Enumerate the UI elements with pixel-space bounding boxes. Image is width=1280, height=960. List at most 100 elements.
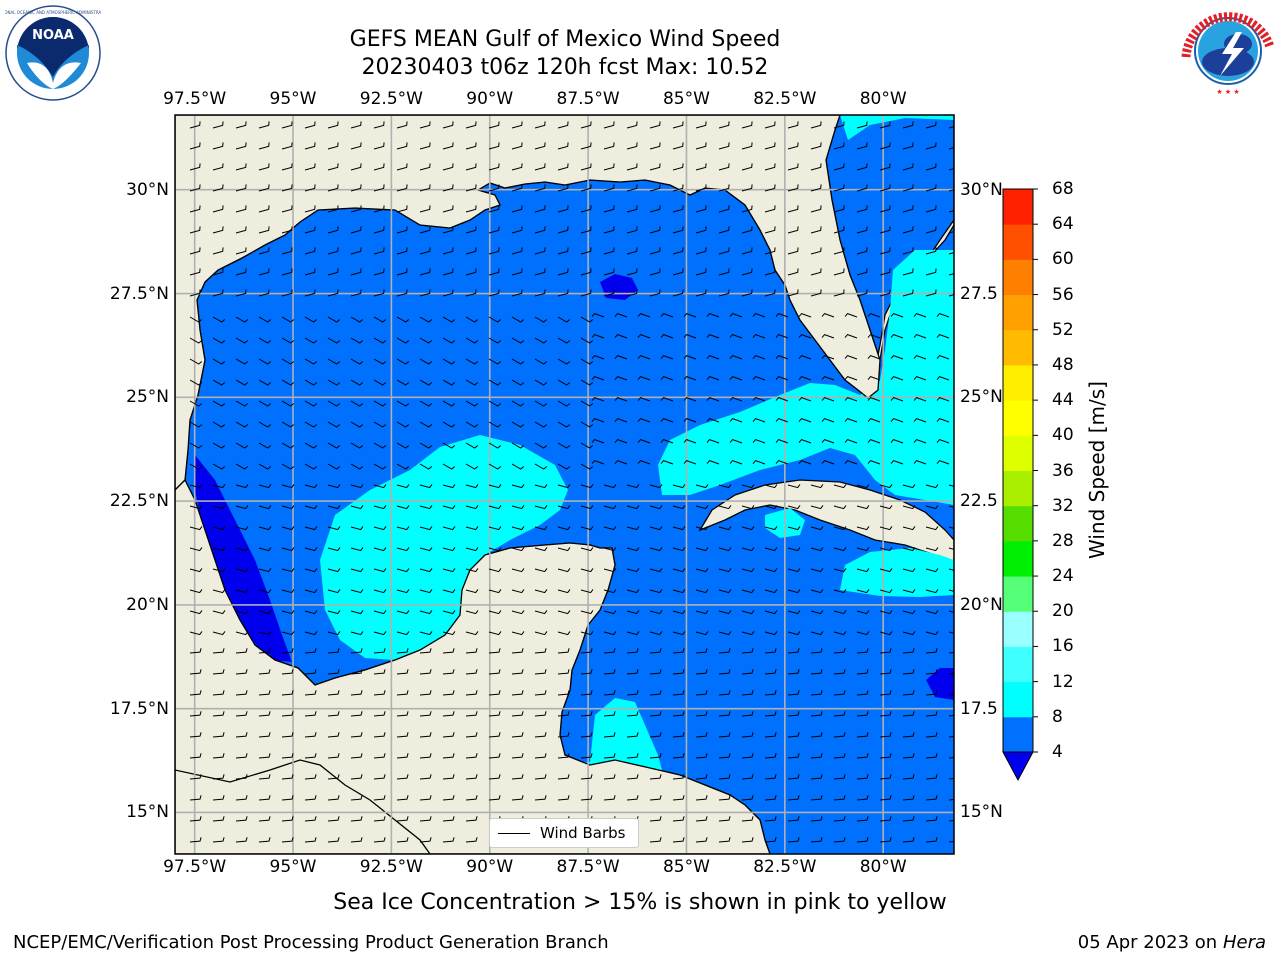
wind-barb xyxy=(787,711,800,717)
wind-barb xyxy=(948,231,954,234)
wind-barb xyxy=(626,526,640,531)
wind-barb xyxy=(419,316,433,323)
wind-barb xyxy=(258,400,272,407)
wind-barb xyxy=(350,316,364,323)
wind-barb xyxy=(511,268,523,276)
wind-barb xyxy=(350,669,363,675)
wind-barb xyxy=(327,732,340,738)
wind-barb xyxy=(879,589,893,594)
wind-barb xyxy=(419,669,432,675)
wind-barb xyxy=(810,526,824,531)
wind-barb xyxy=(879,753,892,759)
wind-barb xyxy=(718,631,732,636)
wind-barb xyxy=(419,184,431,192)
wind-barb xyxy=(350,484,364,489)
wind-barb xyxy=(833,505,847,510)
wind-barb xyxy=(281,505,295,510)
wind-barb xyxy=(465,316,479,323)
wind-barb xyxy=(764,121,776,129)
wind-barb xyxy=(327,421,341,428)
wind-barb xyxy=(258,631,272,636)
wind-barb xyxy=(465,631,479,636)
wind-barb xyxy=(488,568,502,573)
wind-barb xyxy=(304,589,318,594)
colorbar xyxy=(1002,188,1038,782)
wind-barb xyxy=(902,268,914,276)
colorbar-tick-label: 48 xyxy=(1052,354,1074,375)
wind-barb xyxy=(706,355,720,360)
lat-tick-right: 17.5 xyxy=(960,698,998,719)
wind-barb xyxy=(833,753,846,759)
wind-barb xyxy=(442,463,456,470)
wind-barb xyxy=(511,648,524,654)
lat-tick-right: 25°N xyxy=(960,387,1003,408)
wind-barb xyxy=(833,484,847,489)
wind-barb xyxy=(580,289,592,297)
wind-barb xyxy=(258,505,272,510)
wind-barb xyxy=(442,316,456,323)
wind-barb xyxy=(350,568,364,573)
wind-barb xyxy=(350,837,363,843)
wind-barb xyxy=(603,526,617,531)
wind-barb xyxy=(821,334,835,339)
wind-barb xyxy=(488,610,502,615)
wind-barb xyxy=(488,421,502,428)
wind-barb xyxy=(373,589,387,594)
wind-barb xyxy=(879,505,893,510)
wind-barb xyxy=(534,463,548,470)
wind-barb xyxy=(936,397,950,402)
wind-barb xyxy=(580,484,594,489)
wind-barb xyxy=(683,397,697,402)
wind-barb xyxy=(580,690,593,696)
wind-barb xyxy=(672,163,684,171)
wind-barb xyxy=(879,774,892,780)
wind-barb xyxy=(212,753,225,759)
wind-barb xyxy=(534,711,547,717)
wind-barb xyxy=(396,711,409,717)
lon-tick-bottom: 90°W xyxy=(466,857,514,877)
wind-barb xyxy=(534,268,546,276)
wind-barb xyxy=(798,334,812,339)
wind-barb xyxy=(465,753,478,759)
wind-barb xyxy=(856,568,870,573)
wind-barb xyxy=(534,669,547,675)
wind-barb xyxy=(534,589,548,594)
wind-barb xyxy=(637,355,651,360)
wind-barb xyxy=(833,795,846,801)
wind-barb xyxy=(419,690,432,696)
wind-barb xyxy=(626,795,639,801)
wind-barb xyxy=(787,732,800,738)
wind-barb xyxy=(902,732,915,738)
wind-barb xyxy=(534,163,546,171)
wind-barb xyxy=(626,184,638,192)
wind-barb xyxy=(948,147,954,150)
wind-barb xyxy=(741,711,754,717)
wind-barb xyxy=(741,289,753,297)
lon-tick-bottom: 85°W xyxy=(662,857,710,877)
wind-barb xyxy=(189,505,203,510)
wind-barb xyxy=(258,732,271,738)
wind-barb xyxy=(603,226,615,234)
wind-barb xyxy=(580,631,594,636)
wind-barb xyxy=(741,610,755,615)
wind-barb xyxy=(603,589,617,594)
wind-barb xyxy=(534,631,548,636)
wind-barb xyxy=(764,690,777,696)
wind-barb xyxy=(534,526,548,531)
wind-barb xyxy=(810,505,824,510)
wind-barb xyxy=(488,289,500,297)
wind-barb xyxy=(649,163,661,171)
wind-barb xyxy=(637,418,651,423)
wind-barb xyxy=(419,589,433,594)
wind-barb xyxy=(373,226,385,234)
wind-barb xyxy=(465,610,479,615)
wind-barb xyxy=(764,247,776,255)
wind-barb xyxy=(879,547,893,552)
wind-barb xyxy=(419,753,432,759)
wind-barb xyxy=(833,163,845,171)
wind-barb xyxy=(212,669,225,675)
wind-barb xyxy=(511,669,524,675)
wind-barb xyxy=(327,631,341,636)
wind-barb xyxy=(741,816,754,822)
wind-barb xyxy=(649,247,661,255)
